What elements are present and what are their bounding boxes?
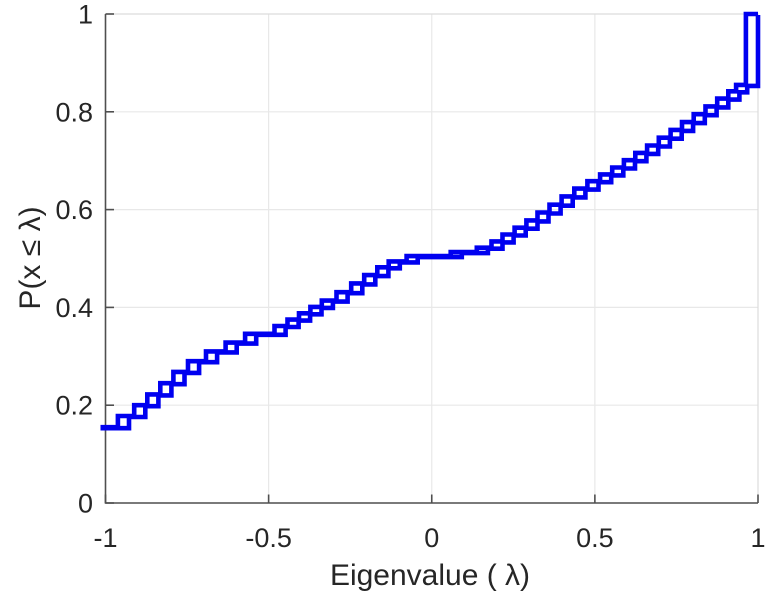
x-tick-label: 0 <box>424 523 439 553</box>
ecdf-stairs-curves <box>100 11 761 431</box>
x-tick-label: -0.5 <box>245 523 292 553</box>
y-axis-label: P(x ≤ λ) <box>14 206 47 309</box>
stairs-ecdf-2 <box>100 15 761 431</box>
y-tick-label: 0 <box>78 489 93 519</box>
y-tick-label: 0.4 <box>55 293 93 323</box>
y-tick-label: 1 <box>78 0 93 30</box>
y-tick-label: 0.2 <box>55 391 93 421</box>
stairs-ecdf-1 <box>100 11 758 430</box>
grid-lines <box>105 14 758 503</box>
y-tick-label: 0.6 <box>55 195 93 225</box>
axes <box>104 13 759 504</box>
tick-labels: -1 -0.5 0 0.5 1 0 0.2 0.4 0.6 0.8 1 <box>55 0 765 553</box>
x-tick-label: -1 <box>93 523 117 553</box>
x-tick-label: 0.5 <box>576 523 614 553</box>
y-tick-label: 0.8 <box>55 97 93 127</box>
x-tick-label: 1 <box>750 523 765 553</box>
x-axis-label: Eigenvalue ( λ) <box>330 559 530 592</box>
